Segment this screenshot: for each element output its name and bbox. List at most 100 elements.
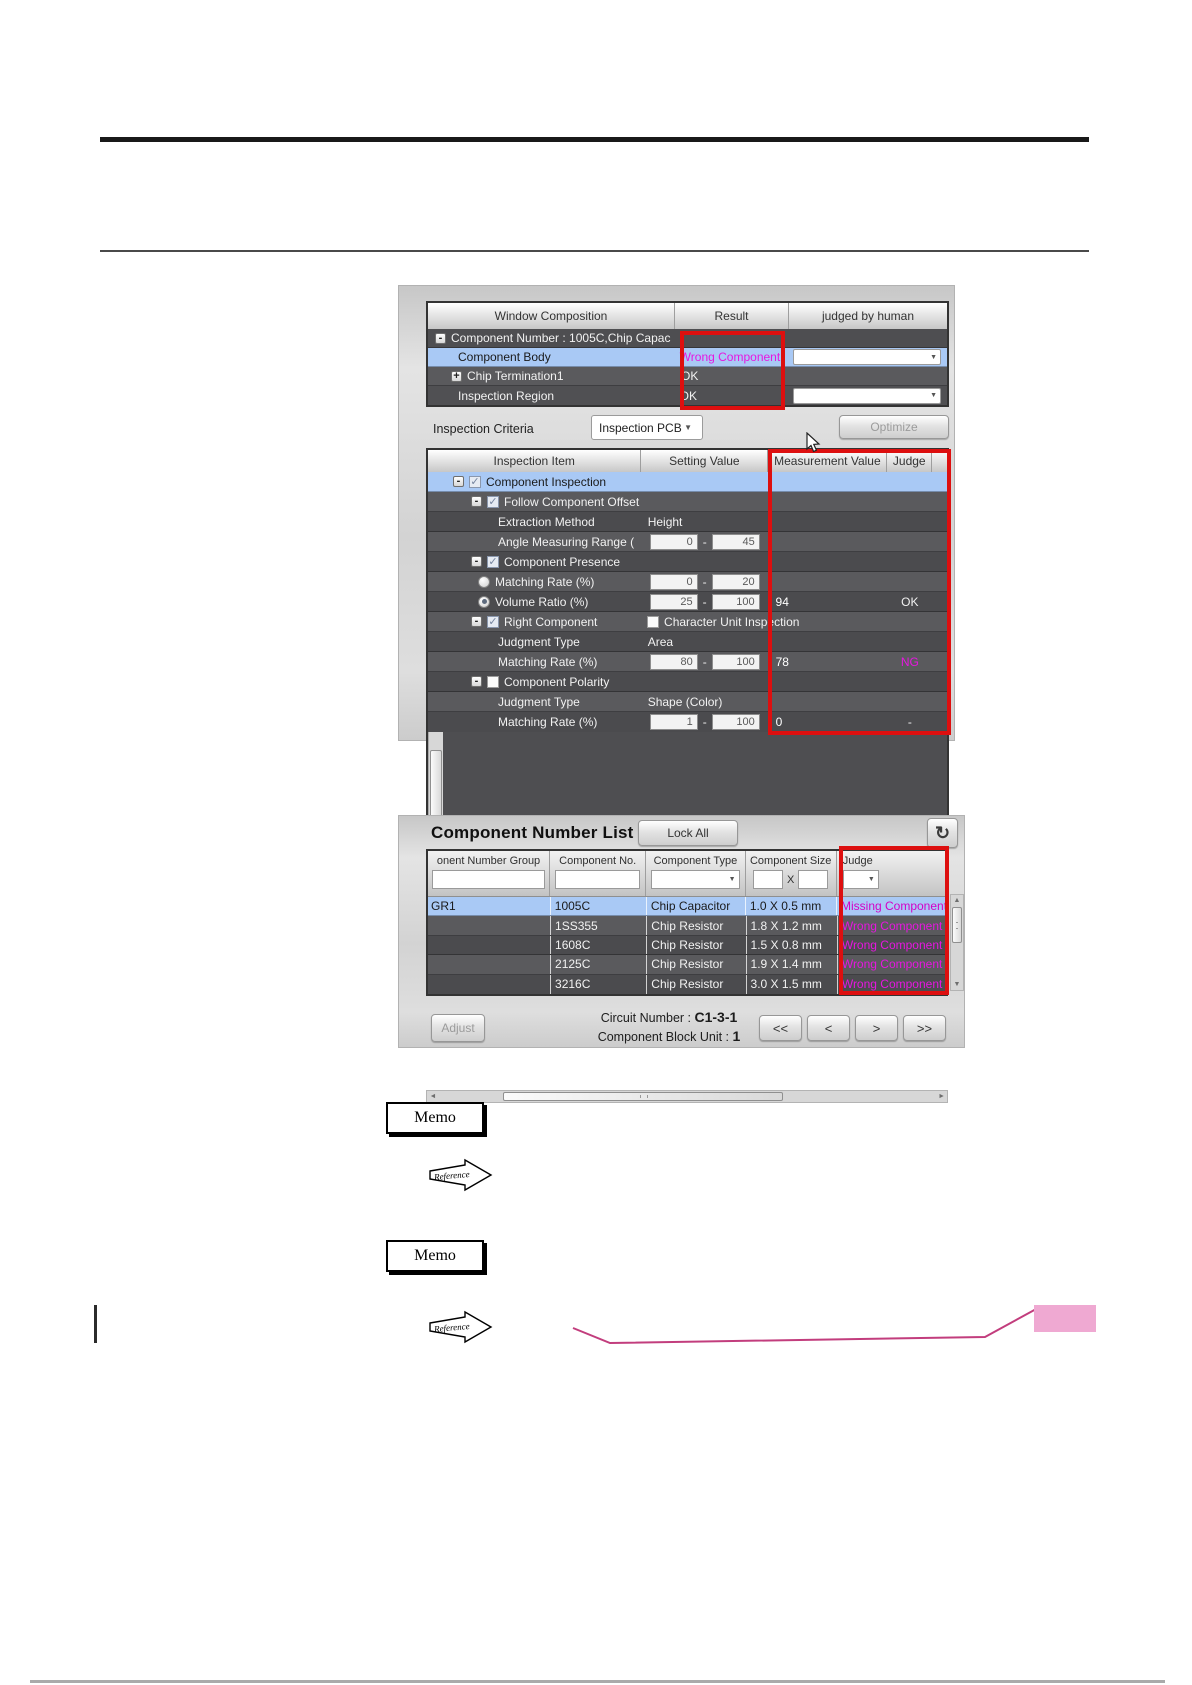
range-min-input[interactable]: 25 (649, 593, 698, 610)
collapse-icon[interactable]: - (435, 332, 446, 344)
component-type-filter-select[interactable]: ▼ (651, 870, 740, 889)
circuit-number-value: C1-3-1 (694, 1009, 738, 1025)
range-separator: - (702, 574, 707, 589)
table-row[interactable]: Judgment Type Area (428, 632, 947, 652)
component-row[interactable]: 1SS355 Chip Resistor 1.8 X 1.2 mm Wrong … (428, 916, 946, 936)
component-row[interactable]: 3216C Chip Resistor 3.0 X 1.5 mm Wrong C… (428, 974, 946, 994)
scroll-up-icon[interactable]: ▲ (953, 897, 961, 904)
table-row[interactable]: Judgment Type Shape (Color) (428, 692, 947, 712)
range-max-input[interactable]: 20 (711, 573, 760, 590)
component-row[interactable]: 2125C Chip Resistor 1.9 X 1.4 mm Wrong C… (428, 955, 946, 975)
inspection-item-table: Inspection Item Setting Value Measuremen… (426, 448, 949, 994)
col-component-type: Component Type (653, 855, 738, 867)
range-min-input[interactable]: 80 (649, 653, 698, 670)
size-y-filter-input[interactable] (798, 870, 829, 889)
setting-value: Shape (Color) (647, 694, 723, 709)
group-filter-input[interactable] (432, 870, 546, 889)
refresh-button[interactable]: ↻ (927, 818, 958, 848)
scroll-down-icon[interactable]: ▼ (953, 981, 961, 988)
table-row[interactable]: Inspection Region OK ▼ (428, 386, 947, 405)
scroll-left-icon[interactable]: ◄ (429, 1093, 437, 1100)
component-size-value: 1.9 X 1.4 mm (750, 957, 822, 972)
last-page-button[interactable]: >> (903, 1015, 946, 1041)
table-row[interactable]: Matching Rate (%) 80 - 100 78 NG (428, 652, 947, 672)
checked-checkbox[interactable]: ✓ (487, 495, 499, 508)
expand-icon[interactable]: + (451, 370, 462, 382)
window-composition-header: Window Composition Result judged by huma… (428, 303, 947, 329)
range-min-input[interactable]: 1 (649, 714, 698, 730)
table-row[interactable]: - ✓ Right Component Character Unit Inspe… (428, 612, 947, 632)
judge-value: Missing Component (840, 899, 948, 914)
scrollbar-thumb[interactable] (952, 907, 962, 943)
table-row-selected[interactable]: Component Body Wrong Component ▼ (428, 348, 947, 367)
row-label: Component Inspection (486, 474, 607, 489)
table-row[interactable]: Volume Ratio (%) 25 - 100 94 OK (428, 592, 947, 612)
result-value: OK (681, 369, 699, 383)
component-no-filter-input[interactable] (555, 870, 641, 889)
judged-by-human-select[interactable]: ▼ (793, 387, 941, 404)
component-row[interactable]: 1608C Chip Resistor 1.5 X 0.8 mm Wrong C… (428, 935, 946, 956)
radio-selected[interactable] (478, 595, 490, 608)
table-row[interactable]: - Component Number : 1005C,Chip Capac (428, 329, 947, 348)
component-no-value: 1005C (554, 899, 591, 914)
prev-page-button[interactable]: < (807, 1015, 850, 1041)
table-row-selected[interactable]: - ✓ Component Inspection (428, 472, 947, 492)
judge-filter-select[interactable]: ▼ (842, 870, 879, 889)
unchecked-checkbox[interactable] (487, 675, 499, 688)
vertical-scrollbar[interactable]: ▲ ▼ (950, 894, 964, 991)
lock-all-button[interactable]: Lock All (638, 820, 738, 846)
component-row-selected[interactable]: GR1 1005C Chip Capacitor 1.0 X 0.5 mm Mi… (428, 897, 948, 917)
table-row[interactable]: - ✓ Follow Component Offset (428, 492, 947, 512)
range-max-input[interactable]: 100 (711, 714, 760, 730)
table-row[interactable]: Matching Rate (%) 1 - 100 0 - (428, 712, 947, 732)
size-x-filter-input[interactable] (752, 870, 783, 889)
radio-unselected[interactable] (478, 575, 490, 588)
collapse-icon[interactable]: - (453, 476, 464, 487)
collapse-icon[interactable]: - (471, 496, 482, 507)
component-type-value: Chip Resistor (651, 957, 724, 972)
row-label: Inspection Region (458, 388, 555, 403)
first-page-button[interactable]: << (759, 1015, 802, 1041)
table-row[interactable]: - Component Polarity (428, 672, 947, 692)
circuit-number-label: Circuit Number : (600, 1011, 691, 1025)
mouse-cursor (806, 432, 821, 453)
horizontal-scrollbar[interactable]: ◄ ► (426, 1090, 948, 1103)
checked-checkbox[interactable]: ✓ (487, 555, 499, 568)
table-row[interactable]: Matching Rate (%) 0 - 20 (428, 572, 947, 592)
scroll-right-icon[interactable]: ► (938, 1093, 945, 1100)
memo-badge: Memo (386, 1102, 484, 1134)
row-label: Matching Rate (%) (495, 574, 595, 589)
table-row[interactable]: - ✓ Component Presence (428, 552, 947, 572)
range-max-input[interactable]: 100 (711, 653, 760, 670)
row-label: Matching Rate (%) (498, 715, 598, 729)
table-row[interactable]: Angle Measuring Range ( 0 - 45 (428, 532, 947, 552)
col-component-size: Component Size (749, 855, 832, 867)
inspection-result-screenshot: Window Composition Result judged by huma… (398, 285, 955, 994)
table-row[interactable]: + Chip Termination1 OK (428, 367, 947, 386)
row-label: Matching Rate (%) (498, 654, 598, 669)
adjust-button[interactable]: Adjust (431, 1014, 485, 1042)
checked-checkbox[interactable]: ✓ (469, 475, 481, 488)
collapse-icon[interactable]: - (471, 676, 482, 687)
range-min-input[interactable]: 0 (649, 573, 698, 590)
range-min-input[interactable]: 0 (649, 533, 698, 550)
col-judged-by-human: judged by human (821, 309, 915, 323)
checked-checkbox[interactable]: ✓ (487, 615, 499, 628)
unchecked-checkbox[interactable] (647, 615, 660, 628)
optimize-button[interactable]: Optimize (839, 415, 949, 439)
range-max-input[interactable]: 45 (711, 533, 760, 550)
row-label: Volume Ratio (%) (495, 594, 589, 609)
next-page-button[interactable]: > (855, 1015, 898, 1041)
collapse-icon[interactable]: - (471, 556, 482, 567)
inspection-criteria-select[interactable]: Inspection PCB ▼ (591, 415, 703, 440)
judged-by-human-select[interactable]: ▼ (793, 349, 941, 365)
scrollbar-thumb[interactable] (503, 1092, 783, 1101)
reference-icon: Reference (429, 1158, 493, 1192)
range-separator: - (702, 534, 707, 549)
component-list-table: onent Number Group Component No. Compone… (426, 849, 948, 996)
reference-icon: Reference (429, 1310, 493, 1344)
collapse-icon[interactable]: - (471, 616, 482, 627)
range-max-input[interactable]: 100 (711, 593, 760, 610)
group-value: GR1 (431, 899, 456, 914)
table-row[interactable]: Extraction Method Height (428, 512, 947, 532)
